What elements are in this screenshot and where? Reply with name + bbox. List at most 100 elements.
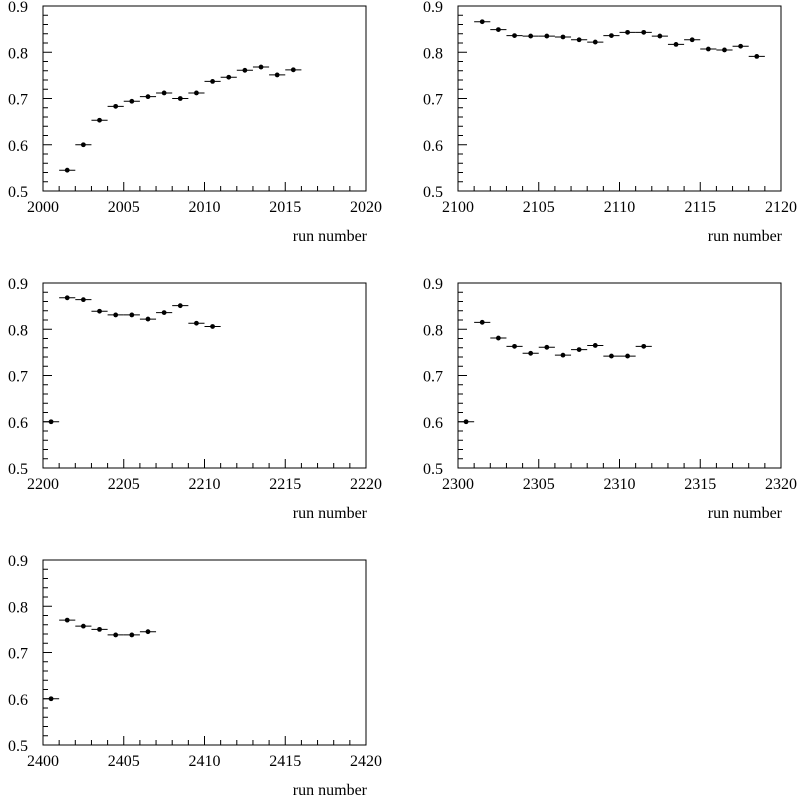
data-point (592, 343, 598, 348)
data-point (705, 46, 711, 52)
x-tick-label: 2310 (604, 476, 636, 493)
data-point (592, 39, 598, 45)
y-tick-label: 0.6 (8, 692, 28, 709)
plot-frame (42, 559, 367, 746)
x-tick-label: 2410 (189, 753, 221, 770)
data-point (97, 308, 102, 314)
data-point (625, 353, 630, 359)
plot-frame (457, 282, 782, 469)
x-axis-label: run number (708, 505, 783, 522)
x-tick-label: 2100 (442, 199, 474, 216)
data-point (576, 37, 582, 43)
x-tick-label: 2420 (350, 753, 382, 770)
x-axis-label: run number (293, 228, 368, 245)
y-tick-label: 0.6 (423, 415, 443, 432)
data-point (177, 303, 183, 309)
plot-frame (42, 5, 367, 192)
x-tick-label: 2305 (523, 476, 555, 493)
x-axis-label: run number (293, 782, 368, 795)
chart-panel-2: 2100 2105 2110 2115 2120 0.5 0.6 0.7 0.8 0.9 run n… (423, 0, 797, 245)
y-tick-label: 0.9 (423, 276, 443, 293)
data-point (64, 295, 70, 301)
data-point (512, 343, 517, 349)
data-point (689, 37, 695, 43)
x-tick-label: 2405 (108, 753, 140, 770)
data-point (528, 33, 534, 39)
data-point (129, 312, 135, 318)
data-point (145, 629, 151, 635)
data-point (145, 316, 151, 322)
x-tick-label: 2115 (685, 199, 716, 216)
chart-panel-5: 2400 2405 2410 2415 2420 0.5 0.6 0.7 0.8 0.9 run n… (8, 553, 382, 795)
data-point (194, 320, 199, 326)
x-tick-label: 2415 (269, 753, 301, 770)
data-point (161, 310, 167, 315)
data-point (242, 67, 248, 73)
data-point (129, 98, 135, 104)
data-point (673, 41, 679, 47)
data-point (194, 90, 199, 96)
data-point (80, 623, 86, 629)
x-tick-label: 2120 (765, 199, 797, 216)
data-point (113, 103, 119, 109)
data-point (129, 632, 135, 638)
x-axis-label: run number (293, 505, 368, 522)
y-tick-label: 0.7 (8, 646, 28, 663)
data-point (576, 347, 582, 352)
y-tick-label: 0.8 (8, 322, 28, 339)
x-tick-label: 2010 (189, 199, 221, 216)
x-tick-label: 2210 (189, 476, 221, 493)
data-point (754, 54, 760, 59)
y-tick-label: 0.7 (8, 92, 28, 109)
y-tick-label: 0.6 (8, 415, 28, 432)
y-tick-label: 0.8 (423, 45, 443, 62)
data-point (479, 319, 485, 325)
data-point (210, 324, 215, 329)
chart-panel-4: 2300 2305 2310 2315 2320 0.5 0.6 0.7 0.8 0.9 run n… (423, 276, 797, 522)
data-point (560, 34, 566, 40)
data-point (738, 43, 744, 49)
y-tick-label: 0.5 (8, 738, 28, 755)
x-tick-label: 2005 (108, 199, 140, 216)
x-tick-label: 2200 (27, 476, 59, 493)
data-point (64, 167, 70, 173)
y-tick-label: 0.8 (8, 45, 28, 62)
data-point (48, 419, 54, 425)
data-point (290, 67, 296, 73)
x-tick-label: 2020 (350, 199, 382, 216)
x-axis-label: run number (708, 228, 783, 245)
data-point (609, 353, 614, 359)
y-tick-label: 0.6 (423, 138, 443, 155)
data-point (210, 78, 215, 84)
y-tick-label: 0.6 (8, 138, 28, 155)
x-tick-label: 2000 (27, 199, 59, 216)
x-tick-label: 2110 (604, 199, 635, 216)
x-tick-label: 2015 (269, 199, 301, 216)
y-tick-label: 0.8 (423, 322, 443, 339)
data-point (641, 343, 647, 349)
x-tick-label: 2220 (350, 476, 382, 493)
data-point (177, 96, 183, 101)
data-point (274, 72, 280, 78)
data-point (722, 47, 727, 53)
y-tick-label: 0.9 (8, 276, 28, 293)
x-tick-label: 2105 (523, 199, 555, 216)
data-point (80, 297, 86, 303)
data-point (80, 142, 86, 148)
data-point (463, 419, 469, 425)
data-point (145, 94, 151, 100)
y-tick-label: 0.5 (423, 184, 443, 201)
data-point (113, 632, 119, 638)
data-point (528, 350, 534, 356)
data-point (495, 27, 501, 32)
data-point (226, 74, 232, 80)
data-point (495, 335, 501, 341)
x-tick-label: 2320 (765, 476, 797, 493)
data-point (544, 33, 550, 39)
data-point (479, 19, 485, 25)
y-tick-label: 0.7 (8, 369, 28, 386)
y-tick-label: 0.7 (423, 92, 443, 109)
x-tick-label: 2400 (27, 753, 59, 770)
data-point (48, 696, 54, 702)
data-point (113, 312, 119, 318)
